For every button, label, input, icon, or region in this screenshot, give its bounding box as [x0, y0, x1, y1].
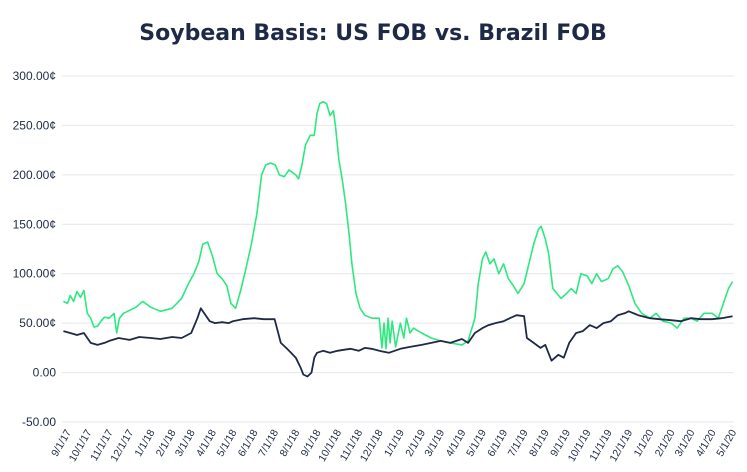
x-tick-label: 5/1/19 — [464, 427, 489, 458]
y-tick-label: 250.00¢ — [13, 118, 56, 132]
y-axis: -50.00 0.00 50.00¢ 100.00¢ 150.00¢ 200.00¢ 250… — [13, 69, 57, 429]
y-tick-label: 50.00¢ — [19, 316, 56, 330]
series-layer — [63, 100, 734, 378]
x-tick-label: 3/1/19 — [422, 427, 447, 458]
x-tick-label: 1/1/20 — [632, 427, 657, 458]
y-tick-label: 100.00¢ — [13, 267, 56, 281]
y-tick-label: -50.00 — [22, 415, 56, 429]
x-tick-label: 8/1/19 — [527, 427, 552, 458]
x-tick-label: 1/1/18 — [132, 427, 157, 458]
x-tick-label: 8/1/18 — [277, 427, 302, 458]
series-line-navy — [63, 307, 733, 378]
y-tick-label: 300.00¢ — [13, 69, 56, 83]
x-tick-label: 7/1/18 — [256, 427, 281, 458]
x-tick-label: 5/1/20 — [714, 427, 739, 458]
series-line-green — [63, 100, 734, 350]
x-tick-label: 1/1/19 — [382, 427, 407, 458]
y-tick-label: 0.00 — [33, 366, 57, 380]
x-tick-label: 7/1/19 — [506, 427, 531, 458]
x-tick-label: 5/1/18 — [215, 427, 240, 458]
y-tick-label: 150.00¢ — [13, 217, 56, 231]
x-axis: 9/1/1710/1/1711/1/1712/1/171/1/182/1/183… — [49, 427, 739, 463]
chart-title: Soybean Basis: US FOB vs. Brazil FOB — [139, 21, 606, 46]
x-tick-label: 3/1/18 — [173, 427, 198, 458]
y-tick-label: 200.00¢ — [13, 168, 56, 182]
x-tick-label: 3/1/20 — [673, 427, 698, 458]
grid-layer — [62, 75, 734, 423]
